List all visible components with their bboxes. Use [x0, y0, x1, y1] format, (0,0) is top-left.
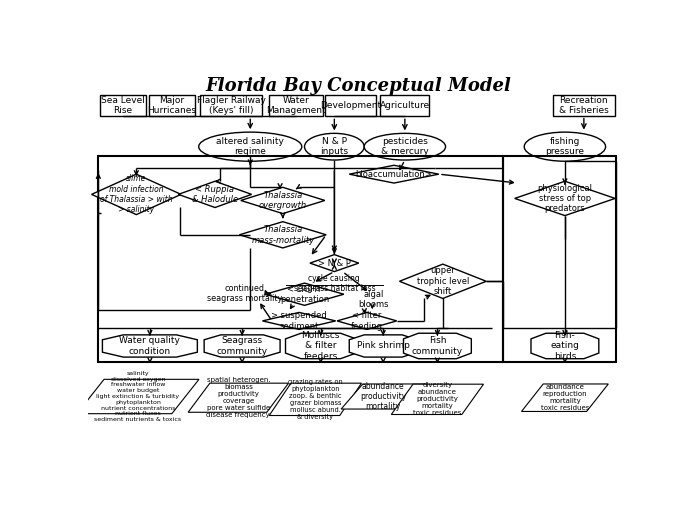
Text: pesticides
& mercury: pesticides & mercury — [381, 137, 428, 156]
FancyBboxPatch shape — [553, 96, 615, 116]
Text: fishing
pressure: fishing pressure — [545, 137, 584, 156]
Text: bioaccumulation>: bioaccumulation> — [356, 170, 433, 179]
Text: > N & P: > N & P — [318, 259, 351, 268]
Polygon shape — [522, 384, 608, 412]
Text: N & P
inputs: N & P inputs — [321, 137, 349, 156]
Polygon shape — [514, 181, 615, 216]
Text: upper
trophic level
shift: upper trophic level shift — [416, 266, 469, 296]
Ellipse shape — [199, 132, 302, 161]
Polygon shape — [337, 312, 397, 329]
Text: Molluscs
& filter
feeders: Molluscs & filter feeders — [302, 331, 340, 361]
Text: Water
Management: Water Management — [267, 96, 326, 115]
Text: grazing rates on
phytoplankton
zoop. & benthic
grazer biomass
mollusc abund.
& d: grazing rates on phytoplankton zoop. & b… — [288, 379, 343, 420]
Text: < LIGHT
penetration: < LIGHT penetration — [280, 285, 329, 304]
Polygon shape — [265, 283, 344, 306]
Text: Seagrass
community: Seagrass community — [216, 337, 267, 355]
Text: cycle causing
seagrass habitat loss: cycle causing seagrass habitat loss — [293, 274, 375, 293]
Text: Fish-
eating
birds: Fish- eating birds — [550, 331, 580, 361]
Text: physiological
stress of top
predators: physiological stress of top predators — [538, 184, 592, 213]
Ellipse shape — [304, 133, 364, 160]
Polygon shape — [77, 380, 199, 414]
Text: Florida Bay Conceptual Model: Florida Bay Conceptual Model — [206, 77, 512, 95]
Polygon shape — [239, 222, 326, 248]
Text: salinity
dissolved oxygen
freshwater inflow
water budget
light extinction & turb: salinity dissolved oxygen freshwater inf… — [94, 371, 181, 422]
Polygon shape — [400, 264, 486, 299]
Polygon shape — [270, 383, 361, 415]
Polygon shape — [241, 187, 325, 214]
Text: > suspended
sediment: > suspended sediment — [271, 311, 327, 331]
Polygon shape — [204, 335, 280, 357]
Polygon shape — [92, 174, 181, 215]
FancyBboxPatch shape — [200, 96, 262, 116]
Polygon shape — [262, 312, 336, 329]
Text: Water quality
condition: Water quality condition — [120, 337, 181, 355]
Ellipse shape — [364, 133, 445, 160]
Polygon shape — [188, 383, 288, 412]
Text: spatial heterogen.
biomass
productivity
coverage
pore water sulfide
disease freq: spatial heterogen. biomass productivity … — [206, 377, 270, 418]
Text: < filter
feeding: < filter feeding — [351, 311, 383, 331]
Text: Thalassia
mass-mortality: Thalassia mass-mortality — [251, 225, 314, 245]
Polygon shape — [391, 384, 484, 415]
Text: Development: Development — [320, 101, 382, 110]
Polygon shape — [310, 255, 358, 271]
Text: Major
Hurricanes: Major Hurricanes — [147, 96, 196, 115]
Polygon shape — [349, 335, 417, 357]
Polygon shape — [178, 181, 251, 207]
Text: Fish
community: Fish community — [412, 337, 463, 355]
Text: Recreation
& Fisheries: Recreation & Fisheries — [559, 96, 609, 115]
FancyBboxPatch shape — [270, 96, 323, 116]
Ellipse shape — [524, 132, 606, 161]
Text: Pink shrimp: Pink shrimp — [357, 341, 410, 351]
Polygon shape — [349, 165, 439, 183]
FancyBboxPatch shape — [380, 96, 429, 116]
Text: abundance
productivity
mortality: abundance productivity mortality — [360, 382, 406, 412]
Polygon shape — [286, 333, 356, 359]
FancyBboxPatch shape — [99, 96, 146, 116]
Polygon shape — [341, 384, 425, 409]
Text: algal
blooms: algal blooms — [358, 290, 389, 309]
Text: < Ruppia
& Halodule: < Ruppia & Halodule — [192, 185, 238, 204]
Text: slime
mold infection
of Thalassia > with
> salinity: slime mold infection of Thalassia > with… — [100, 174, 173, 215]
FancyBboxPatch shape — [148, 96, 195, 116]
Text: diversity
abundance
productivity
mortality
toxic residues: diversity abundance productivity mortali… — [413, 382, 461, 416]
Text: Agriculture: Agriculture — [380, 101, 430, 110]
FancyBboxPatch shape — [325, 96, 377, 116]
Text: Flagler Railway
(Keys' fill): Flagler Railway (Keys' fill) — [197, 96, 266, 115]
Text: Thalassia
overgrowth: Thalassia overgrowth — [259, 191, 307, 210]
Text: altered salinity
regime: altered salinity regime — [216, 137, 284, 156]
Text: Sea Level
Rise: Sea Level Rise — [101, 96, 145, 115]
Polygon shape — [403, 333, 471, 359]
Text: continued
seagrass mortality: continued seagrass mortality — [207, 284, 282, 303]
Polygon shape — [531, 333, 598, 359]
Text: abundance
reproduction
mortality
toxic residues: abundance reproduction mortality toxic r… — [540, 384, 589, 411]
Polygon shape — [102, 335, 197, 357]
